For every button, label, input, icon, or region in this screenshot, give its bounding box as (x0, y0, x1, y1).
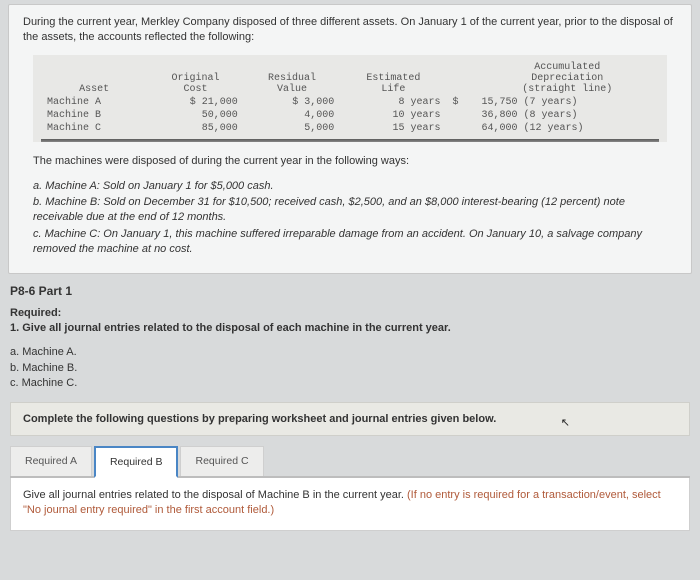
cell-residual: $ 3,000 (244, 96, 341, 109)
cell-accum: 15,750 (7 years) (475, 96, 659, 109)
table-divider (41, 139, 659, 142)
cell-cur (447, 122, 476, 135)
tab-required-a[interactable]: Required A (10, 446, 92, 476)
cell-cur (447, 109, 476, 122)
table-row: Machine C 85,000 5,000 15 years 64,000 (… (41, 122, 659, 135)
sub-list: a. Machine A. b. Machine B. c. Machine C… (10, 345, 690, 391)
table-row: Machine A $ 21,000 $ 3,000 8 years $ 15,… (41, 96, 659, 109)
col-residual: ResidualValue (244, 61, 341, 96)
cell-asset: Machine C (41, 122, 147, 135)
cell-residual: 4,000 (244, 109, 341, 122)
cell-cur: $ (447, 96, 476, 109)
tab-required-b[interactable]: Required B (94, 446, 179, 478)
sub-b: b. Machine B. (10, 361, 690, 376)
asset-table: Asset OriginalCost ResidualValue Estimat… (41, 61, 659, 135)
sub-c: c. Machine C. (10, 376, 690, 391)
table-row: Machine B 50,000 4,000 10 years 36,800 (… (41, 109, 659, 122)
way-c: c. Machine C: On January 1, this machine… (33, 227, 667, 257)
cell-cost: $ 21,000 (147, 96, 244, 109)
way-b: b. Machine B: Sold on December 31 for $1… (33, 195, 667, 225)
asset-table-wrap: Asset OriginalCost ResidualValue Estimat… (33, 55, 667, 142)
col-asset: Asset (41, 61, 147, 96)
disposed-intro: The machines were disposed of during the… (33, 154, 667, 169)
required-text: 1. Give all journal entries related to t… (10, 322, 451, 334)
tabs: Required A Required B Required C (10, 446, 690, 478)
problem-card: During the current year, Merkley Company… (8, 4, 692, 274)
tab-b-text: Give all journal entries related to the … (23, 489, 407, 501)
intro-text: During the current year, Merkley Company… (23, 15, 677, 45)
col-accum: AccumulatedDepreciation(straight line) (475, 61, 659, 96)
part-title: P8-6 Part 1 (10, 284, 690, 298)
cell-life: 15 years (340, 122, 446, 135)
sub-a: a. Machine A. (10, 345, 690, 360)
required-block: Required: 1. Give all journal entries re… (10, 306, 690, 336)
required-label: Required: (10, 307, 61, 319)
tab-content-b: Give all journal entries related to the … (10, 478, 690, 532)
cell-life: 8 years (340, 96, 446, 109)
way-a: a. Machine A: Sold on January 1 for $5,0… (33, 179, 667, 194)
cell-life: 10 years (340, 109, 446, 122)
col-cost: OriginalCost (147, 61, 244, 96)
cell-accum: 64,000 (12 years) (475, 122, 659, 135)
cell-cost: 50,000 (147, 109, 244, 122)
disposal-ways: a. Machine A: Sold on January 1 for $5,0… (33, 179, 667, 257)
cursor-icon: ↖ (561, 416, 570, 429)
cell-accum: 36,800 (8 years) (475, 109, 659, 122)
tab-required-c[interactable]: Required C (180, 446, 263, 476)
cell-asset: Machine A (41, 96, 147, 109)
cell-asset: Machine B (41, 109, 147, 122)
cell-cost: 85,000 (147, 122, 244, 135)
col-life: EstimatedLife (340, 61, 446, 96)
instruction-bar: Complete the following questions by prep… (10, 402, 690, 436)
cell-residual: 5,000 (244, 122, 341, 135)
